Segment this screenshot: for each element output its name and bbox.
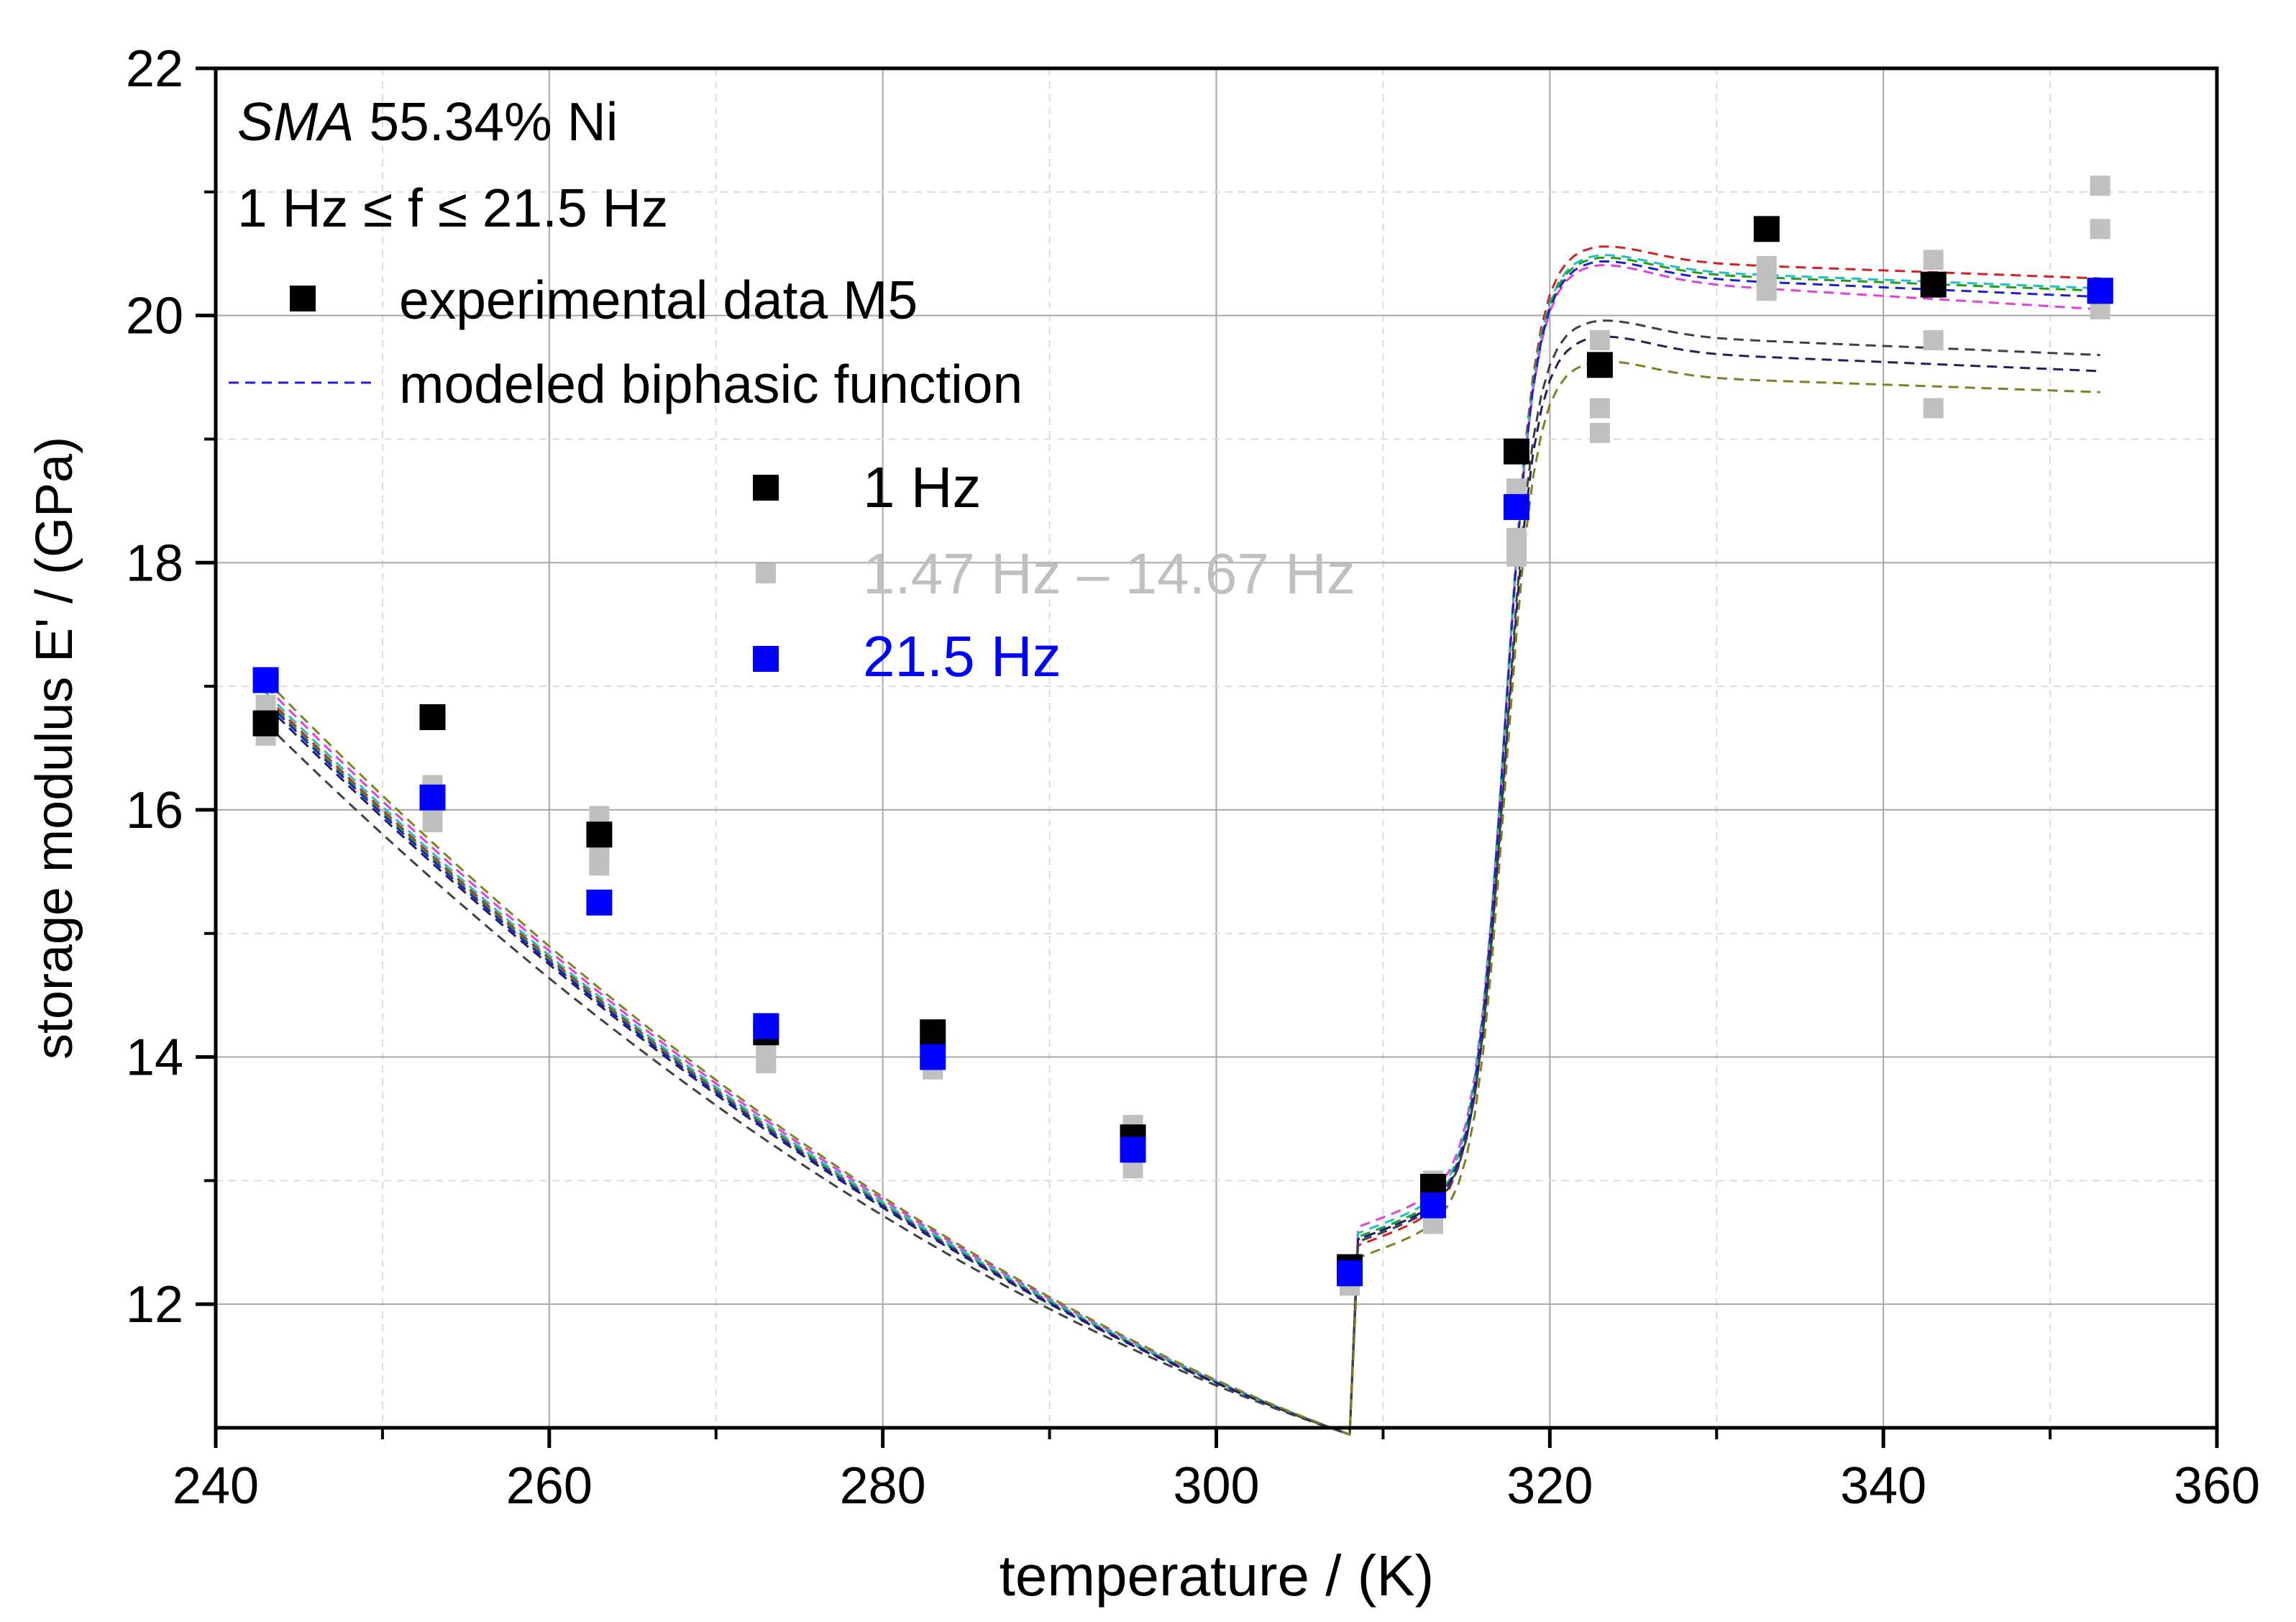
legend-1hz-marker xyxy=(753,475,779,501)
marker-1hz xyxy=(252,710,279,737)
legend-21hz-marker xyxy=(753,646,779,672)
model-curve xyxy=(265,360,2100,1436)
legend-frequency: 1 Hz 1.47 Hz – 14.67 Hz 21.5 Hz xyxy=(753,455,1355,688)
marker-mid-freq xyxy=(422,812,443,833)
x-tick-label: 280 xyxy=(840,1457,926,1515)
x-tick-label: 340 xyxy=(1840,1457,1926,1515)
annotation-alloy: SMA 55.34% Ni xyxy=(237,91,618,152)
legend-1hz-label: 1 Hz xyxy=(863,455,982,519)
marker-mid-freq xyxy=(1923,398,1944,419)
model-curves xyxy=(265,245,2100,1436)
x-axis-label: temperature / (K) xyxy=(1000,1544,1435,1608)
axis-ticks: 240 260 280 300 320 340 360 12 14 16 18 20 22 xyxy=(126,40,2260,1515)
marker-mid-freq xyxy=(1756,274,1777,295)
x-tick-label: 260 xyxy=(506,1457,593,1515)
annotation-alloy-italic: SMA xyxy=(237,91,355,152)
marker-21hz xyxy=(1419,1192,1446,1218)
marker-21hz xyxy=(586,889,613,916)
marker-1hz xyxy=(419,704,446,731)
marker-mid-freq xyxy=(1589,422,1610,443)
data-markers xyxy=(252,176,2113,1296)
marker-21hz xyxy=(2087,278,2113,304)
legend-experimental-marker xyxy=(290,286,316,311)
marker-1hz xyxy=(1503,438,1529,465)
x-tick-label: 320 xyxy=(1506,1457,1593,1515)
y-tick-label: 18 xyxy=(126,534,183,592)
model-curve xyxy=(265,260,2100,1436)
y-tick-label: 14 xyxy=(126,1029,183,1087)
marker-21hz xyxy=(252,667,279,693)
model-curve xyxy=(265,256,2100,1436)
x-tick-label: 360 xyxy=(2174,1457,2260,1515)
marker-mid-freq xyxy=(1506,527,1527,548)
y-tick-label: 20 xyxy=(126,288,183,345)
marker-mid-freq xyxy=(2090,219,2110,240)
marker-21hz xyxy=(1337,1260,1363,1287)
marker-21hz xyxy=(920,1044,946,1070)
legend-experimental-label: experimental data M5 xyxy=(399,270,918,330)
y-tick-label: 16 xyxy=(126,782,183,839)
y-axis-label: storage modulus E' / (GPa) xyxy=(26,437,83,1060)
marker-1hz xyxy=(1920,271,1947,298)
legend-mid-freq-marker xyxy=(756,563,776,583)
marker-mid-freq xyxy=(1589,330,1610,350)
marker-1hz xyxy=(920,1019,946,1046)
marker-1hz xyxy=(1586,352,1613,378)
marker-mid-freq xyxy=(1923,330,1944,350)
legend-mid-freq-label: 1.47 Hz – 14.67 Hz xyxy=(863,542,1355,606)
marker-1hz xyxy=(586,821,613,848)
marker-mid-freq xyxy=(1756,255,1777,276)
y-tick-label: 12 xyxy=(126,1276,183,1334)
legend-model-label: modeled biphasic function xyxy=(399,354,1023,414)
annotation-frequency-range: 1 Hz ≤ f ≤ 21.5 Hz xyxy=(237,178,668,238)
marker-mid-freq xyxy=(2090,176,2110,196)
marker-mid-freq xyxy=(1923,250,1944,270)
marker-21hz xyxy=(419,784,446,811)
marker-21hz xyxy=(1503,493,1529,520)
marker-21hz xyxy=(1120,1136,1146,1163)
x-tick-label: 240 xyxy=(173,1457,259,1515)
legend-top: experimental data M5 modeled biphasic fu… xyxy=(229,270,1023,414)
annotation-alloy-rest: 55.34% Ni xyxy=(355,91,618,152)
x-tick-label: 300 xyxy=(1173,1457,1259,1515)
model-curve xyxy=(265,254,2100,1436)
marker-21hz xyxy=(753,1013,779,1039)
y-tick-label: 22 xyxy=(126,40,183,98)
marker-1hz xyxy=(1753,216,1780,242)
model-curve xyxy=(265,335,2100,1436)
model-curve xyxy=(265,319,2100,1436)
legend-21hz-label: 21.5 Hz xyxy=(863,624,1061,688)
marker-mid-freq xyxy=(1506,546,1527,567)
marker-mid-freq xyxy=(1589,398,1610,419)
